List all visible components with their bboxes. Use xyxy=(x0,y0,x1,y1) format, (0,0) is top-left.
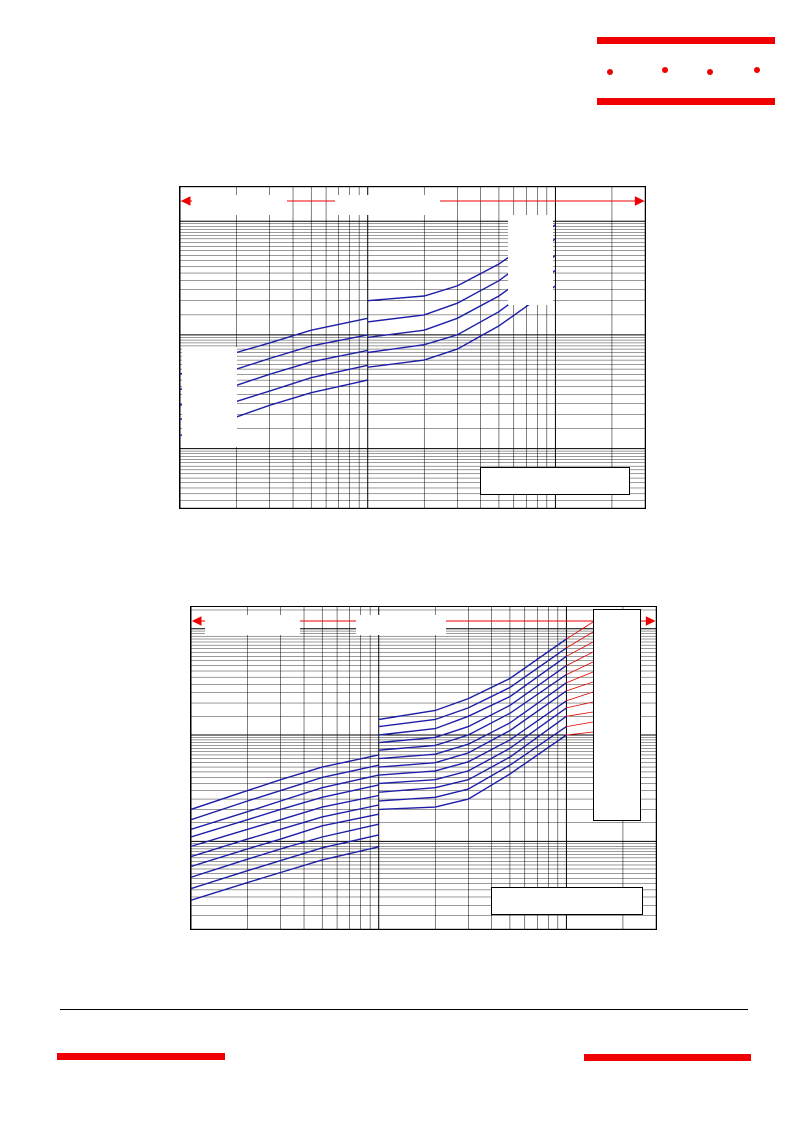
chart-2-series-line-7 xyxy=(378,690,567,768)
chart-2-series-line-13 xyxy=(191,754,379,811)
chart-2-series-line-2 xyxy=(378,647,567,728)
chart-2-parameter-box xyxy=(491,887,643,915)
chart-2-series-line-1 xyxy=(378,638,567,721)
header-top-bar xyxy=(597,37,775,44)
chart-1-arrow-head-right xyxy=(634,196,645,206)
chart-2-series-line-22 xyxy=(191,846,379,901)
chart-2-plot xyxy=(191,607,656,929)
chart-1-series-labels-right xyxy=(508,215,553,305)
chart-2-label-leader xyxy=(566,671,594,684)
chart-1-series-line-5 xyxy=(367,285,556,368)
chart-2-label-leader xyxy=(566,731,594,736)
chart-2-label-leader xyxy=(566,651,594,666)
chart-2-label-leader xyxy=(566,701,594,709)
chart-2-label-leaders xyxy=(566,621,594,736)
chart-2-label-leader xyxy=(566,621,594,640)
chart-2-arrow-head-right xyxy=(645,616,656,626)
chart-2-series-line-19 xyxy=(191,813,379,868)
chart-1-parameter-box xyxy=(480,467,630,495)
chart-2-series-line-21 xyxy=(191,834,379,890)
chart-1-range-label-left xyxy=(192,195,287,215)
footer-bar-right xyxy=(584,1054,751,1061)
header-bottom-bar xyxy=(597,98,775,105)
chart-2-series-line-5 xyxy=(378,674,567,751)
footer-divider xyxy=(60,1009,748,1010)
chart-1-arrow-head-left xyxy=(180,196,191,206)
chart-2-label-leader xyxy=(566,711,594,717)
chart-2-range-label-left xyxy=(205,615,300,635)
chart-2-label-leader xyxy=(566,721,594,728)
chart-2-series-line-6 xyxy=(378,682,567,760)
chart-2-series-line-3 xyxy=(378,655,567,736)
chart-2-series-line-18 xyxy=(191,804,379,858)
chart-2-series-line-8 xyxy=(378,700,567,776)
chart-2-series-line-11 xyxy=(378,726,567,802)
chart-2-arrow-head-left xyxy=(191,616,202,626)
chart-1-plot xyxy=(180,187,645,508)
chart-2-series-line-12 xyxy=(378,734,567,811)
chart-1-series-labels-left xyxy=(182,347,237,447)
chart-2-series-line-14 xyxy=(191,764,379,821)
chart-2-series-line-10 xyxy=(378,715,567,793)
chart-2-series-line-4 xyxy=(378,665,567,744)
chart-2-label-leader xyxy=(566,631,594,649)
chart-2-series-line-9 xyxy=(378,707,567,785)
chart-2-range-label-right xyxy=(356,615,446,635)
chart-2-label-leader xyxy=(566,661,594,675)
footer-bar-left xyxy=(57,1053,225,1060)
chart-2-series-labels-right xyxy=(593,609,641,821)
chart-1 xyxy=(179,186,646,509)
chart-2-series-line-20 xyxy=(191,823,379,878)
chart-2-series-line-15 xyxy=(191,774,379,830)
chart-2-label-leader xyxy=(566,641,594,657)
chart-2-series-line-17 xyxy=(191,794,379,847)
chart-1-range-label-right xyxy=(335,195,440,215)
chart-2 xyxy=(190,606,657,930)
chart-1-grid xyxy=(180,187,645,508)
chart-2-label-leader xyxy=(566,681,594,692)
chart-2-series xyxy=(191,638,567,901)
chart-2-label-leader xyxy=(566,691,594,702)
chart-2-series-line-16 xyxy=(191,784,379,838)
